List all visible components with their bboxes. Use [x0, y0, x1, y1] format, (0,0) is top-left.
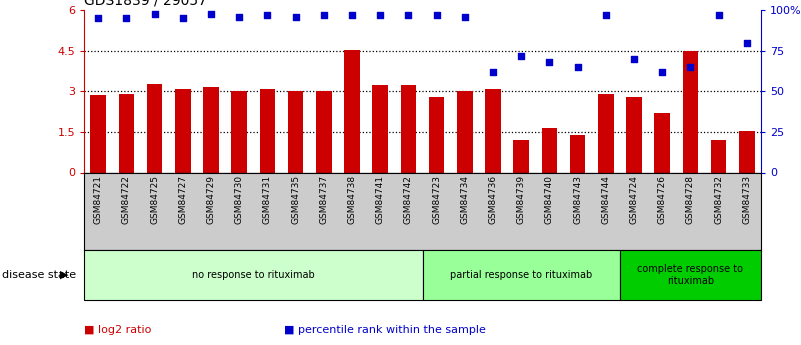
Text: GSM84741: GSM84741: [376, 175, 384, 224]
Text: complete response to
rituximab: complete response to rituximab: [638, 264, 743, 286]
Bar: [457, 91, 473, 172]
Text: disease state: disease state: [2, 270, 76, 280]
Text: GSM84726: GSM84726: [658, 175, 666, 224]
Bar: [620, 250, 761, 300]
Point: [543, 59, 556, 65]
Text: ■ log2 ratio: ■ log2 ratio: [84, 325, 151, 335]
Text: partial response to rituximab: partial response to rituximab: [450, 270, 593, 280]
Point: [712, 12, 725, 18]
Point: [176, 16, 189, 21]
Bar: [84, 250, 422, 300]
Point: [487, 69, 500, 75]
Text: GDS1839 / 29057: GDS1839 / 29057: [84, 0, 207, 8]
Bar: [316, 91, 332, 172]
Text: GSM84724: GSM84724: [630, 175, 638, 224]
Point: [148, 11, 161, 16]
Bar: [147, 84, 163, 172]
Text: GSM84744: GSM84744: [602, 175, 610, 224]
Text: GSM84723: GSM84723: [432, 175, 441, 224]
Point: [261, 12, 274, 18]
Point: [571, 64, 584, 70]
Bar: [739, 131, 755, 172]
Point: [374, 12, 387, 18]
Bar: [598, 93, 614, 172]
Text: GSM84732: GSM84732: [714, 175, 723, 224]
Bar: [682, 51, 698, 172]
Point: [656, 69, 669, 75]
Bar: [372, 86, 388, 172]
Text: GSM84731: GSM84731: [263, 175, 272, 224]
Point: [92, 16, 105, 21]
Bar: [570, 135, 586, 172]
Point: [345, 12, 358, 18]
Point: [430, 12, 443, 18]
Point: [515, 53, 528, 59]
Bar: [654, 112, 670, 172]
Bar: [91, 96, 106, 172]
Text: no response to rituximab: no response to rituximab: [192, 270, 315, 280]
Text: GSM84733: GSM84733: [743, 175, 751, 224]
Bar: [344, 50, 360, 172]
Bar: [288, 91, 304, 172]
Text: GSM84734: GSM84734: [461, 175, 469, 224]
Bar: [422, 250, 620, 300]
Text: GSM84721: GSM84721: [94, 175, 103, 224]
Text: ▶: ▶: [60, 270, 69, 280]
Point: [740, 40, 753, 46]
Text: GSM84737: GSM84737: [320, 175, 328, 224]
Bar: [260, 89, 276, 172]
Text: GSM84729: GSM84729: [207, 175, 215, 224]
Text: GSM84740: GSM84740: [545, 175, 554, 224]
Point: [233, 14, 246, 20]
Point: [402, 12, 415, 18]
Bar: [513, 140, 529, 172]
Text: GSM84736: GSM84736: [489, 175, 497, 224]
Point: [317, 12, 330, 18]
Bar: [231, 91, 247, 172]
Text: GSM84728: GSM84728: [686, 175, 695, 224]
Text: GSM84742: GSM84742: [404, 175, 413, 224]
Bar: [175, 89, 191, 172]
Bar: [429, 97, 445, 172]
Point: [458, 14, 471, 20]
Bar: [119, 93, 134, 172]
Text: GSM84725: GSM84725: [150, 175, 159, 224]
Point: [684, 64, 697, 70]
Point: [599, 12, 612, 18]
Text: GSM84738: GSM84738: [348, 175, 356, 224]
Point: [120, 16, 133, 21]
Point: [289, 14, 302, 20]
Text: ■ percentile rank within the sample: ■ percentile rank within the sample: [284, 325, 486, 335]
Bar: [203, 87, 219, 172]
Text: GSM84722: GSM84722: [122, 175, 131, 224]
Point: [628, 56, 641, 62]
Point: [204, 11, 217, 16]
Text: GSM84727: GSM84727: [179, 175, 187, 224]
Bar: [711, 140, 727, 172]
Text: GSM84735: GSM84735: [291, 175, 300, 224]
Bar: [485, 89, 501, 172]
Bar: [400, 86, 417, 172]
Bar: [626, 97, 642, 172]
Text: GSM84730: GSM84730: [235, 175, 244, 224]
Text: GSM84739: GSM84739: [517, 175, 525, 224]
Bar: [541, 128, 557, 172]
Text: GSM84743: GSM84743: [574, 175, 582, 224]
